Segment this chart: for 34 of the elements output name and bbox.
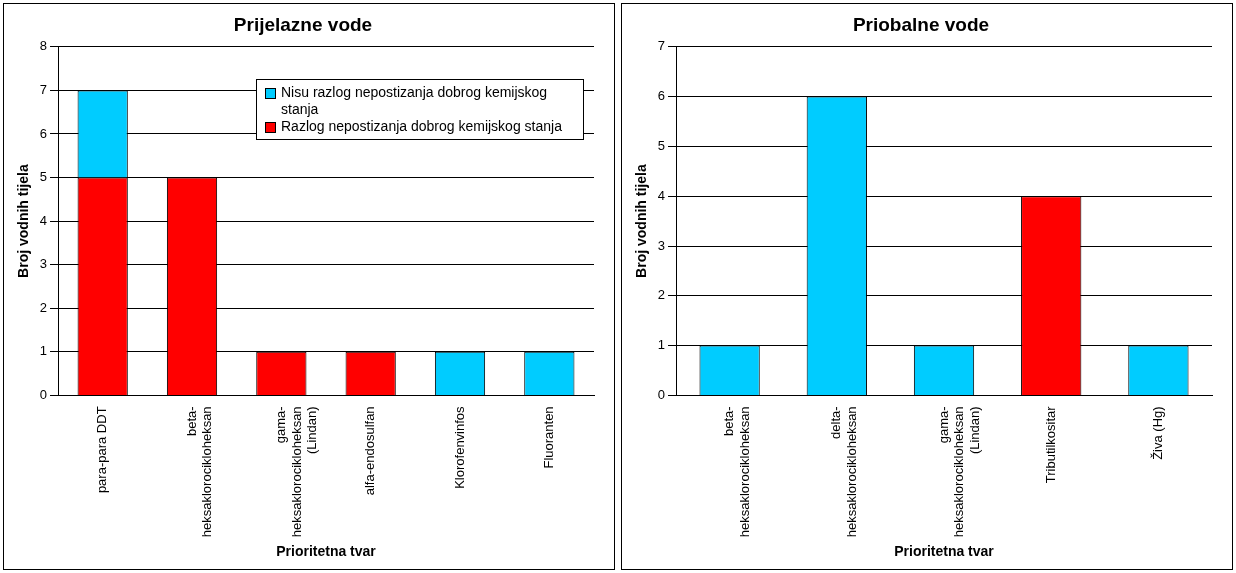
x-tick-label: Klorofenvinfos xyxy=(451,405,467,489)
y-tick-label: 1 xyxy=(39,343,48,359)
x-tick-label: Fluoranten xyxy=(540,406,556,469)
y-tick-label: 3 xyxy=(39,256,48,272)
y-tick-label: 1 xyxy=(657,337,666,353)
y-tick-label: 6 xyxy=(39,125,48,141)
y-tick-label: 4 xyxy=(657,187,666,203)
y-axis-title: Broj vodnih tijela xyxy=(15,164,32,278)
legend-label: Razlog nepostizanja dobrog kemijskog stanja xyxy=(281,117,562,135)
y-tick-label: 5 xyxy=(657,137,666,153)
x-tick-label: Živa (Hg) xyxy=(1149,406,1165,460)
y-axis-title: Broj vodnih tijela xyxy=(633,164,650,278)
y-tick-label: 8 xyxy=(39,38,48,54)
x-tick-label: Tributilkositar xyxy=(1042,405,1058,484)
x-axis-title: Prioritetna tvar xyxy=(894,543,995,560)
x-tick-label: beta-heksaklorocikloheksan xyxy=(721,406,752,538)
y-tick-label: 5 xyxy=(39,169,48,185)
x-tick-label: para-para DDT xyxy=(94,406,110,494)
y-tick-label: 0 xyxy=(39,386,48,402)
x-axis-title: Prioritetna tvar xyxy=(276,543,377,560)
chart-title: Prijelazne vode xyxy=(233,13,373,35)
y-tick-label: 3 xyxy=(657,237,666,253)
y-tick-label: 2 xyxy=(657,287,666,303)
y-tick-label: 2 xyxy=(39,299,48,315)
y-tick-label: 0 xyxy=(657,386,666,402)
y-tick-label: 4 xyxy=(39,212,48,228)
chart-title: Priobalne vode xyxy=(852,13,990,35)
x-tick-label: gama-heksaklorocikloheksan (Lindan) xyxy=(272,406,320,538)
y-tick-label: 7 xyxy=(657,38,666,54)
x-tick-label: gama-heksaklorocikloheksan (Lindan) xyxy=(935,406,982,538)
y-tick-label: 7 xyxy=(39,81,48,97)
y-tick-label: 6 xyxy=(657,88,666,104)
x-tick-label: alfa-endosulfan xyxy=(362,406,378,496)
legend-label: Nisu razlog nepostizanja dobrog kemijskog stanja xyxy=(281,83,549,118)
